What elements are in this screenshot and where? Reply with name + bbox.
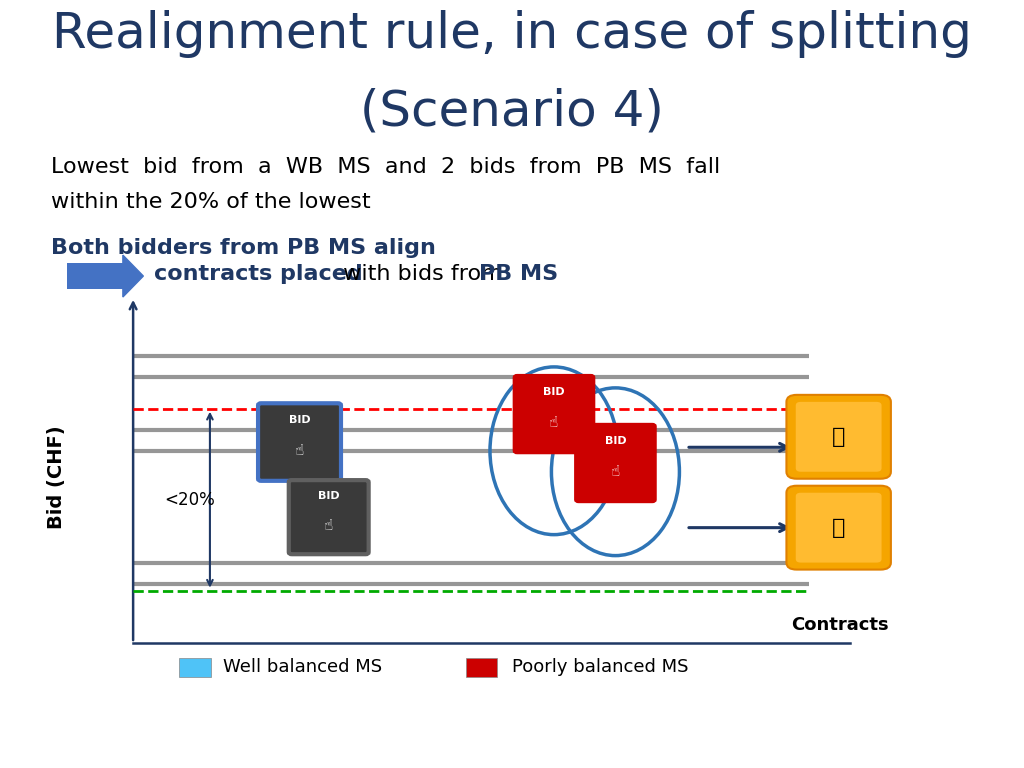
Text: Bid (CHF): Bid (CHF) — [47, 425, 66, 529]
Text: (Scenario 4): (Scenario 4) — [360, 88, 664, 135]
Text: ☝: ☝ — [549, 415, 559, 430]
Text: ☝: ☝ — [610, 465, 621, 479]
Text: with bids from: with bids from — [336, 264, 510, 284]
Text: Well balanced MS: Well balanced MS — [223, 658, 382, 677]
FancyBboxPatch shape — [67, 263, 123, 289]
Text: contracts placed: contracts placed — [154, 264, 362, 284]
FancyBboxPatch shape — [514, 376, 594, 453]
Text: Contracts: Contracts — [791, 617, 889, 634]
Text: BID: BID — [317, 492, 340, 502]
Text: BID: BID — [289, 415, 310, 425]
Text: PB MS: PB MS — [479, 264, 558, 284]
Text: Realignment rule, in case of splitting: Realignment rule, in case of splitting — [52, 11, 972, 58]
FancyBboxPatch shape — [179, 657, 211, 677]
Text: 🤝: 🤝 — [831, 518, 846, 538]
Text: BID: BID — [604, 436, 627, 446]
Text: 🤝: 🤝 — [831, 427, 846, 447]
FancyBboxPatch shape — [575, 424, 655, 502]
Text: ☝: ☝ — [324, 518, 334, 533]
Text: BID: BID — [543, 387, 565, 397]
Text: Lowest  bid  from  a  WB  MS  and  2  bids  from  PB  MS  fall: Lowest bid from a WB MS and 2 bids from … — [51, 157, 721, 177]
Text: European Organization for Nuclear Research: European Organization for Nuclear Resear… — [97, 718, 346, 728]
FancyBboxPatch shape — [786, 485, 891, 570]
Text: CERN: CERN — [31, 720, 55, 730]
Text: Organisation européenne pour la recherche nucléaire: Organisation européenne pour la recherch… — [97, 743, 377, 754]
Text: within the 20% of the lowest: within the 20% of the lowest — [51, 192, 371, 212]
FancyBboxPatch shape — [289, 480, 369, 554]
Text: Poorly balanced MS: Poorly balanced MS — [512, 658, 688, 677]
Text: Both bidders from PB MS align: Both bidders from PB MS align — [51, 237, 436, 257]
FancyBboxPatch shape — [466, 657, 498, 677]
Polygon shape — [123, 255, 143, 297]
Text: <20%: <20% — [164, 491, 215, 508]
Text: ☝: ☝ — [295, 443, 304, 458]
FancyBboxPatch shape — [786, 395, 891, 478]
FancyBboxPatch shape — [796, 402, 882, 472]
FancyBboxPatch shape — [258, 403, 341, 481]
FancyBboxPatch shape — [796, 493, 882, 563]
